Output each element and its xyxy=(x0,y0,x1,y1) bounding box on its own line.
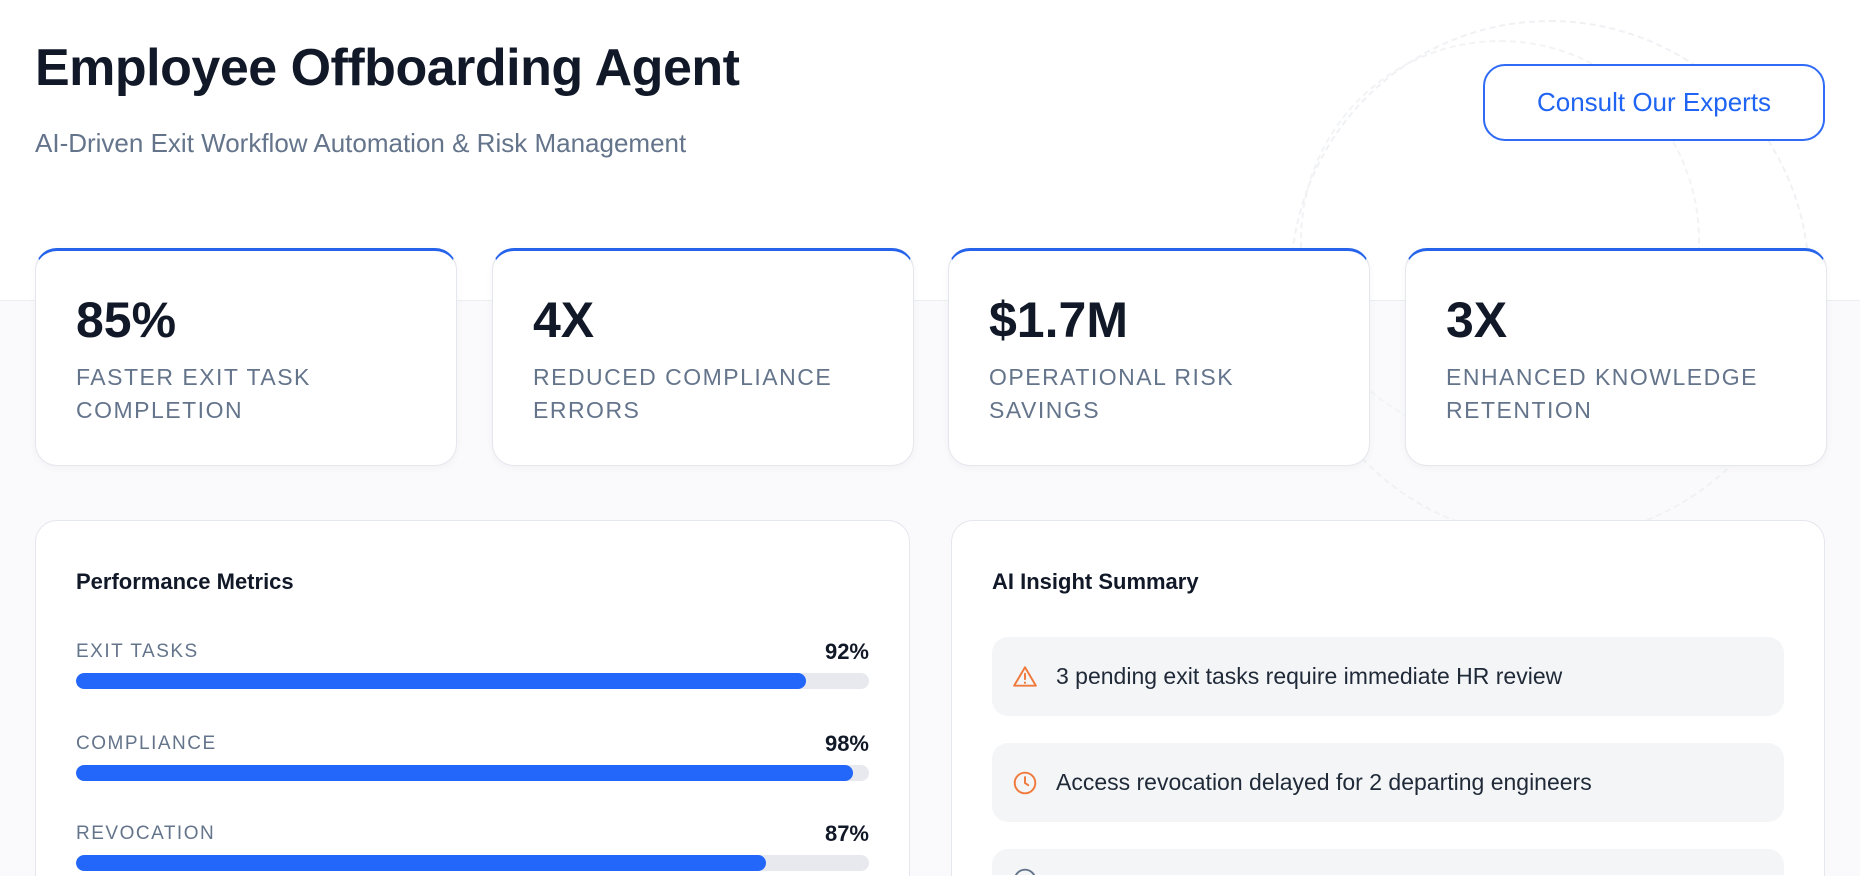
insight-text: Access revocation delayed for 2 departin… xyxy=(1056,769,1592,795)
progress-track xyxy=(76,673,869,689)
metric-row: COMPLIANCE 98% xyxy=(76,733,869,781)
stat-card: 4X REDUCED COMPLIANCE ERRORS xyxy=(492,248,914,466)
progress-fill xyxy=(76,765,854,781)
stat-card: 85% FASTER EXIT TASK COMPLETION xyxy=(35,248,457,466)
stat-card: 3X ENHANCED KNOWLEDGE RETENTION xyxy=(1405,248,1827,466)
stat-value: 85% xyxy=(76,292,177,348)
metric-value: 87% xyxy=(824,821,869,846)
stat-value: $1.7M xyxy=(989,292,1128,348)
metric-value: 92% xyxy=(824,639,869,664)
stat-label: OPERATIONAL RISK SAVINGS xyxy=(989,364,1235,423)
stat-label: ENHANCED KNOWLEDGE RETENTION xyxy=(1446,364,1758,423)
ai-insight-panel: AI Insight Summary 3 pending exit tasks … xyxy=(951,520,1825,876)
metric-label: EXIT TASKS xyxy=(76,641,199,662)
progress-track xyxy=(76,765,869,781)
metric-label: COMPLIANCE xyxy=(76,733,217,754)
progress-track xyxy=(76,855,869,871)
metric-value: 98% xyxy=(824,731,869,756)
clock-icon xyxy=(1012,770,1038,796)
warning-triangle-icon xyxy=(1012,664,1038,690)
info-icon xyxy=(1012,867,1038,875)
insight-item[interactable] xyxy=(992,849,1784,875)
stat-label: REDUCED COMPLIANCE ERRORS xyxy=(533,364,833,423)
performance-metrics-panel: Performance Metrics EXIT TASKS 92% COMPL… xyxy=(35,520,910,876)
insight-item[interactable]: 3 pending exit tasks require immediate H… xyxy=(992,637,1784,716)
stat-value: 4X xyxy=(533,292,595,348)
consult-experts-button[interactable]: Consult Our Experts xyxy=(1483,64,1825,141)
stat-card: $1.7M OPERATIONAL RISK SAVINGS xyxy=(948,248,1370,466)
page-title: Employee Offboarding Agent xyxy=(35,39,740,97)
metric-row: REVOCATION 87% xyxy=(76,823,869,871)
stat-label: FASTER EXIT TASK COMPLETION xyxy=(76,364,311,423)
panel-title: Performance Metrics xyxy=(76,569,294,594)
page-subtitle: AI-Driven Exit Workflow Automation & Ris… xyxy=(35,128,687,158)
progress-fill xyxy=(76,673,806,689)
insight-item[interactable]: Access revocation delayed for 2 departin… xyxy=(992,743,1784,822)
stat-value: 3X xyxy=(1446,292,1508,348)
panel-title: AI Insight Summary xyxy=(992,569,1199,594)
metric-row: EXIT TASKS 92% xyxy=(76,641,869,689)
insight-text: 3 pending exit tasks require immediate H… xyxy=(1056,663,1563,689)
metric-label: REVOCATION xyxy=(76,823,216,844)
progress-fill xyxy=(76,855,766,871)
